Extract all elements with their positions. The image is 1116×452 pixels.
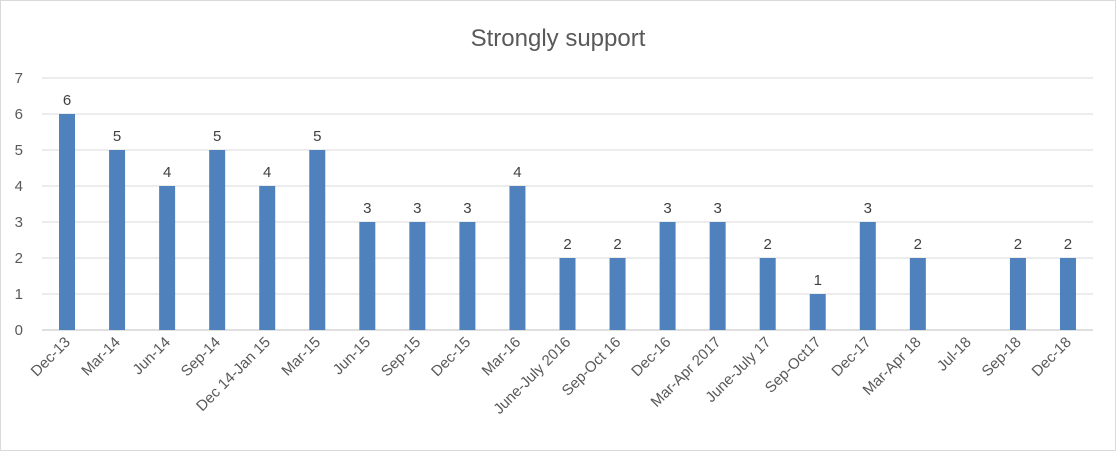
data-label: 5 bbox=[313, 128, 321, 145]
bar bbox=[1059, 258, 1076, 330]
data-label: 4 bbox=[163, 164, 171, 181]
bar bbox=[509, 186, 526, 330]
data-label: 3 bbox=[864, 200, 872, 217]
x-tick-label: Dec-15 bbox=[428, 334, 474, 380]
bar bbox=[859, 222, 876, 330]
bar bbox=[709, 222, 726, 330]
bar bbox=[209, 150, 226, 330]
x-tick-label: Sep-18 bbox=[979, 334, 1025, 380]
data-label: 1 bbox=[814, 272, 822, 289]
data-label: 2 bbox=[914, 236, 922, 253]
x-tick-label: Dec-17 bbox=[828, 334, 874, 380]
data-label: 2 bbox=[1064, 236, 1072, 253]
bar bbox=[109, 150, 126, 330]
data-label: 4 bbox=[513, 164, 521, 181]
data-label: 2 bbox=[563, 236, 571, 253]
bar bbox=[559, 258, 576, 330]
x-tick-label: Mar-15 bbox=[278, 334, 324, 380]
data-label: 2 bbox=[613, 236, 621, 253]
x-tick-label: Sep-15 bbox=[378, 334, 424, 380]
data-label: 4 bbox=[263, 164, 271, 181]
data-label: 5 bbox=[213, 128, 221, 145]
x-tick-label: Dec-18 bbox=[1029, 334, 1075, 380]
x-tick-label: Dec-13 bbox=[28, 334, 74, 380]
y-tick-label: 7 bbox=[15, 70, 23, 87]
x-tick-label: Jun-14 bbox=[129, 334, 173, 378]
data-label: 3 bbox=[413, 200, 421, 217]
y-tick-label: 0 bbox=[15, 322, 23, 339]
data-label: 3 bbox=[363, 200, 371, 217]
bar bbox=[909, 258, 926, 330]
y-tick-label: 2 bbox=[15, 250, 23, 267]
y-tick-label: 4 bbox=[15, 178, 23, 195]
bar bbox=[759, 258, 776, 330]
bar bbox=[459, 222, 476, 330]
y-tick-label: 3 bbox=[15, 214, 23, 231]
bar bbox=[659, 222, 676, 330]
y-tick-label: 6 bbox=[15, 106, 23, 123]
data-label: 2 bbox=[1014, 236, 1022, 253]
data-label: 6 bbox=[63, 92, 71, 109]
x-tick-label: Jun-15 bbox=[330, 334, 374, 378]
bar bbox=[159, 186, 176, 330]
bar bbox=[359, 222, 376, 330]
x-tick-label: Dec-16 bbox=[628, 334, 674, 380]
bar bbox=[59, 114, 76, 330]
data-label: 5 bbox=[113, 128, 121, 145]
x-tick-label: Mar-16 bbox=[479, 334, 525, 380]
y-tick-label: 1 bbox=[15, 286, 23, 303]
bar bbox=[259, 186, 276, 330]
bar bbox=[309, 150, 326, 330]
data-label: 3 bbox=[463, 200, 471, 217]
data-label: 2 bbox=[764, 236, 772, 253]
data-label: 3 bbox=[713, 200, 721, 217]
data-label: 3 bbox=[663, 200, 671, 217]
x-tick-label: Jul-18 bbox=[934, 334, 975, 375]
x-tick-label: Mar-14 bbox=[78, 334, 124, 380]
bar bbox=[1009, 258, 1026, 330]
bar bbox=[409, 222, 426, 330]
chart-title: Strongly support bbox=[471, 25, 646, 52]
y-tick-label: 5 bbox=[15, 142, 23, 159]
bar bbox=[809, 294, 826, 330]
bar bbox=[609, 258, 626, 330]
x-tick-label: Sep-14 bbox=[178, 334, 224, 380]
